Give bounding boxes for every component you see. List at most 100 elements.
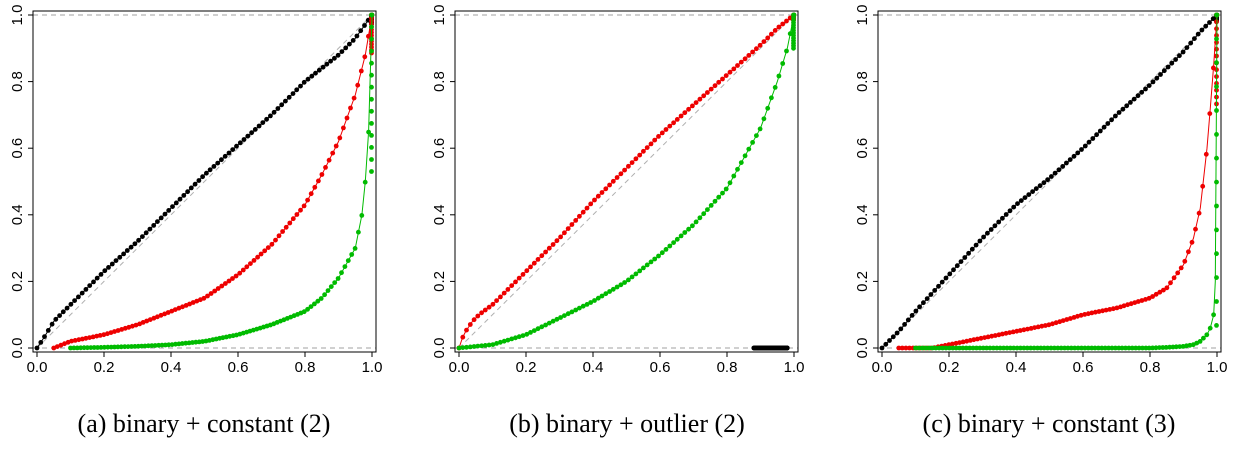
point-red-a <box>158 312 164 318</box>
point-red-c <box>950 341 955 347</box>
y-tick-label-a: 1.0 <box>9 5 26 26</box>
point-green-c <box>1214 155 1219 161</box>
y-tick-label-b: 0.8 <box>431 71 448 92</box>
point-green-c <box>1041 345 1047 351</box>
point-green-b <box>674 236 680 242</box>
point-green-c <box>1207 325 1213 331</box>
point-black-c <box>1049 174 1054 179</box>
point-black-c <box>1105 121 1111 126</box>
point-red-b <box>550 242 556 247</box>
point-green-b <box>629 274 635 280</box>
point-green-c <box>1214 60 1219 66</box>
point-black-a <box>72 298 77 303</box>
point-black-c <box>1131 96 1137 102</box>
point-red-b <box>471 317 477 323</box>
point-green-c <box>1177 344 1183 349</box>
point-green-b <box>626 277 631 283</box>
point-green-b <box>701 211 707 217</box>
point-red-b <box>690 103 695 109</box>
point-green-c <box>1028 345 1034 351</box>
point-green-a <box>159 342 165 348</box>
caption-b: (b) binary + outlier (2) <box>509 409 745 438</box>
point-black-c <box>1188 40 1194 46</box>
point-green-a <box>71 345 77 351</box>
point-black-c <box>1094 132 1099 138</box>
point-black-c <box>1139 89 1145 95</box>
point-black-c <box>1003 212 1009 217</box>
point-green-a <box>132 344 138 349</box>
point-black-a <box>200 174 206 180</box>
point-green-a <box>369 24 374 30</box>
point-red-c <box>1050 321 1055 327</box>
point-red-b <box>667 123 673 129</box>
point-black-a <box>226 150 232 156</box>
point-black-a <box>286 94 292 100</box>
point-black-c <box>1015 201 1020 207</box>
point-red-a <box>172 307 178 312</box>
point-green-a <box>345 258 351 263</box>
point-red-b <box>592 197 597 203</box>
point-black-c <box>1120 106 1126 112</box>
x-tick-label-c: 0.0 <box>872 359 893 376</box>
point-black-a <box>136 237 142 243</box>
point-red-c <box>978 335 984 341</box>
point-black-c <box>1177 53 1182 59</box>
caption-c: (c) binary + constant (3) <box>923 409 1176 438</box>
point-black-c <box>905 317 911 323</box>
point-green-c <box>1140 345 1145 351</box>
point-black-c <box>1030 189 1035 195</box>
point-red-a <box>326 157 332 163</box>
point-green-b <box>637 268 643 274</box>
point-black-c <box>1154 75 1160 81</box>
point-black-c <box>973 242 979 248</box>
point-green-c <box>1031 345 1037 351</box>
x-tick-label-a: 0.8 <box>295 359 316 376</box>
point-red-b <box>577 213 582 219</box>
point-red-c <box>1046 322 1052 328</box>
point-green-c <box>1214 36 1219 42</box>
point-red-b <box>671 120 676 126</box>
point-red-c <box>1168 280 1173 286</box>
point-black-a <box>222 153 228 159</box>
point-red-a <box>223 281 228 286</box>
point-red-b <box>742 56 748 62</box>
point-black-a <box>64 305 70 311</box>
point-red-a <box>130 323 135 329</box>
point-black-a <box>362 23 367 28</box>
point-black-c <box>1203 23 1209 29</box>
point-black-a <box>121 251 126 257</box>
point-green-b <box>663 247 669 252</box>
point-green-b <box>776 73 782 79</box>
point-green-c <box>1082 345 1088 351</box>
point-black-c <box>1161 68 1167 74</box>
point-black-c <box>932 288 938 293</box>
point-green-a <box>362 179 368 185</box>
point-red-a <box>301 203 307 209</box>
point-black-a <box>188 185 194 191</box>
point-black-c <box>1041 180 1047 186</box>
point-green-b <box>693 219 699 225</box>
series-green-b <box>456 12 797 351</box>
point-red-b <box>475 313 481 319</box>
point-green-c <box>916 345 922 351</box>
point-red-b <box>531 260 537 266</box>
point-red-a <box>348 105 353 111</box>
y-tick-label-a: 0.0 <box>9 338 26 359</box>
point-green-c <box>1214 12 1219 18</box>
plot-frame-b <box>454 10 799 353</box>
point-black-a <box>245 133 251 139</box>
plot-frame-a <box>32 10 377 353</box>
point-red-a <box>248 261 253 266</box>
point-black-c <box>992 223 998 229</box>
point-black-c <box>939 279 945 285</box>
point-red-a <box>147 317 153 322</box>
point-green-c <box>1004 345 1010 351</box>
point-red-a <box>330 150 336 156</box>
point-red-b <box>693 100 699 105</box>
point-green-a <box>369 36 374 42</box>
x-tick-label-b: 0.4 <box>583 359 604 376</box>
point-red-c <box>1103 307 1109 313</box>
point-green-c <box>1099 345 1105 351</box>
point-red-c <box>1075 313 1080 319</box>
point-black-c <box>981 234 986 240</box>
